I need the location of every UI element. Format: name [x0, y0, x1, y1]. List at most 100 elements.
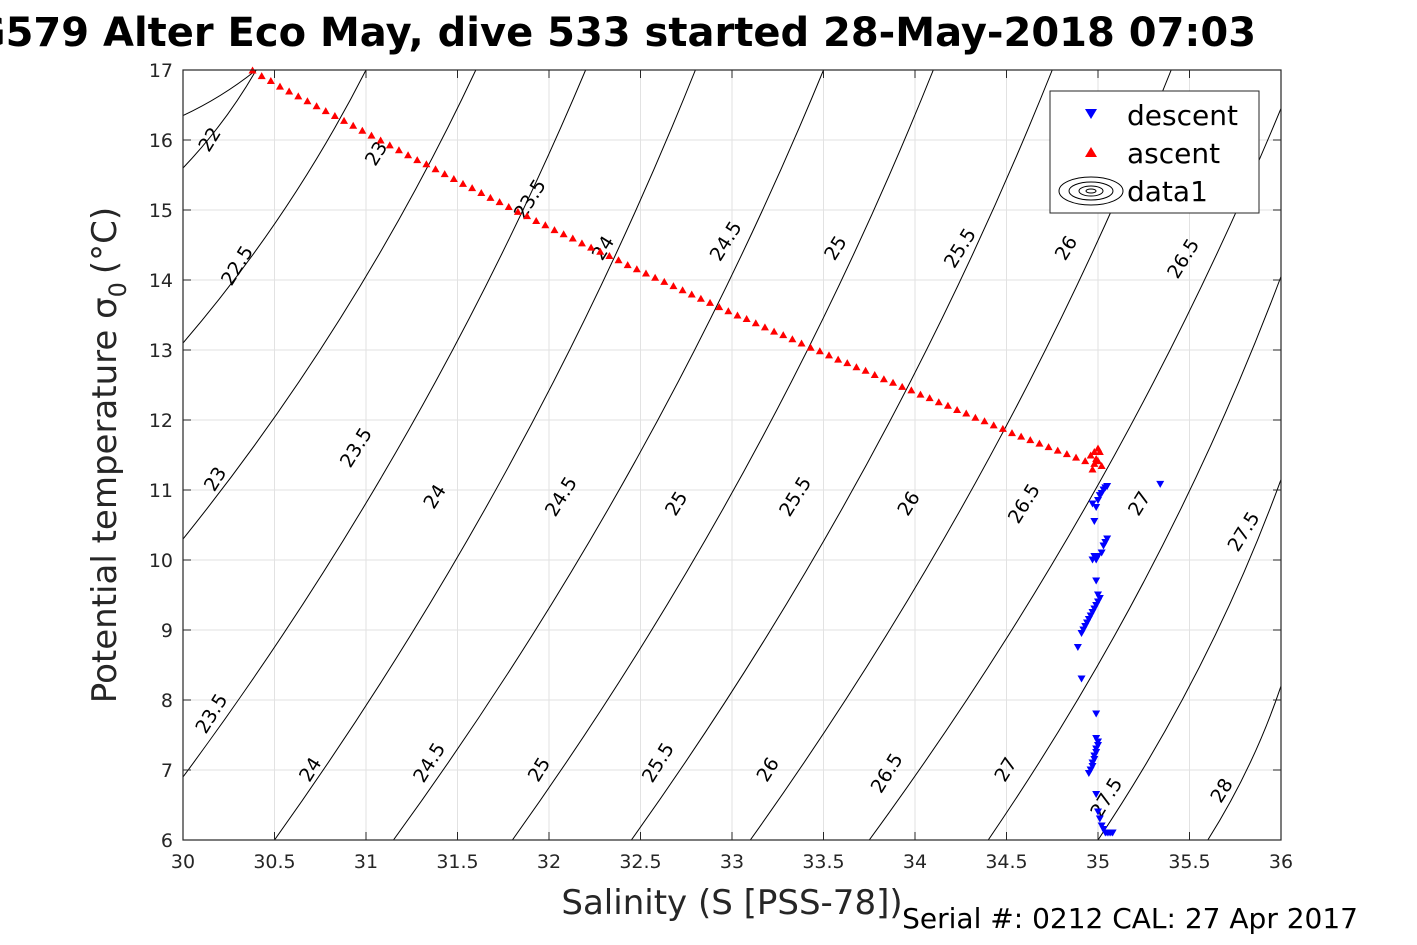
ascent-point [404, 151, 413, 159]
descent-point [1073, 644, 1082, 651]
x-tick-label: 36 [1269, 851, 1293, 873]
ascent-point [623, 261, 632, 269]
ascent-point [550, 226, 559, 234]
descent-point [1092, 791, 1101, 798]
ascent-point [285, 87, 294, 95]
ascent-point [1090, 459, 1099, 467]
ascent-point [385, 141, 394, 149]
ascent-point [358, 126, 367, 134]
ascent-point [321, 107, 330, 115]
ascent-point [422, 160, 431, 168]
isopycnal-line [183, 70, 257, 116]
y-axis-label-unit: (°C) [85, 207, 125, 274]
descent-point [1094, 497, 1102, 504]
ascent-point [843, 359, 852, 367]
x-tick-label: 33.5 [802, 851, 844, 873]
y-tick-label: 13 [149, 340, 173, 362]
descent-series [1073, 480, 1165, 837]
descent-point [1090, 553, 1099, 560]
y-axis-label-main: Potential temperature σ [85, 297, 125, 703]
ascent-point [834, 355, 843, 363]
ascent-point [715, 303, 724, 311]
ascent-point [541, 221, 550, 229]
y-tick-label: 11 [149, 480, 173, 502]
ascent-point [1053, 446, 1062, 454]
ascent-point [934, 398, 943, 406]
ascent-point [815, 347, 824, 355]
legend-ascent-label: ascent [1127, 137, 1220, 170]
ascent-point [605, 252, 614, 259]
x-tick-label: 33 [720, 851, 744, 873]
ascent-point [1072, 453, 1081, 461]
ascent-point [614, 256, 623, 264]
ascent-point [275, 82, 284, 90]
y-tick-label: 12 [149, 410, 173, 432]
ascent-point [632, 265, 641, 273]
x-tick-label: 35.5 [1168, 851, 1210, 873]
ascent-point [962, 409, 971, 417]
ascent-point [532, 217, 541, 224]
ascent-point [925, 394, 934, 402]
descent-point [1077, 675, 1086, 683]
isopycnal-line [630, 70, 1053, 840]
y-tick-label: 17 [149, 60, 173, 82]
ascent-point [1007, 429, 1016, 437]
descent-point [1108, 829, 1117, 837]
y-axis-label: Potential temperature σ0 (°C) [85, 207, 132, 703]
y-tick-label: 9 [161, 620, 173, 642]
ascent-point [294, 92, 303, 100]
ascent-point [330, 112, 339, 119]
legend: descent ascent data1 [1049, 90, 1260, 214]
ascent-point [1017, 432, 1026, 440]
ascent-point [458, 179, 467, 187]
ascent-point [449, 175, 458, 182]
isopycnal-line [183, 70, 367, 344]
serial-cal-footer: Serial #: 0212 CAL: 27 Apr 2017 [902, 902, 1358, 935]
y-tick-label: 14 [149, 270, 173, 292]
ascent-point [577, 239, 586, 247]
x-tick-label: 34.5 [985, 851, 1027, 873]
ascent-point [340, 116, 349, 124]
descent-point [1092, 504, 1101, 511]
legend-ascent-marker [1085, 147, 1097, 157]
ascent-point [587, 243, 596, 251]
x-tick-label: 31.5 [436, 851, 478, 873]
ascent-point [1044, 443, 1053, 451]
ascent-point [907, 386, 916, 394]
x-tick-label: 32.5 [619, 851, 661, 873]
ascent-point [486, 193, 495, 201]
density-contours [183, 70, 1281, 840]
descent-point [1088, 500, 1097, 508]
ascent-point [1026, 436, 1035, 444]
chart-title: SG579 Alter Eco May, dive 533 started 28… [0, 10, 1256, 56]
x-tick-label: 30 [171, 851, 195, 873]
ascent-point [943, 401, 952, 409]
ascent-point [870, 371, 879, 378]
ascent-point [596, 247, 605, 255]
legend-data1-label: data1 [1127, 175, 1208, 208]
ascent-point [733, 311, 742, 319]
ascent-point [1097, 462, 1106, 469]
y-tick-label: 6 [161, 830, 173, 852]
ascent-point [879, 375, 888, 383]
ascent-point [257, 72, 266, 80]
descent-point [1094, 808, 1102, 816]
isopycnal-line [1097, 479, 1281, 840]
ascent-point [641, 269, 650, 277]
ascent-point [504, 203, 513, 210]
ascent-point [440, 170, 449, 178]
y-tick-label: 8 [161, 690, 173, 712]
isopycnal-line [393, 70, 824, 840]
x-axis-label: Salinity (S [PSS-78]) [561, 883, 902, 923]
ascent-point [1081, 457, 1090, 465]
ascent-series [248, 66, 1106, 473]
ascent-point [742, 315, 751, 322]
ascent-point [696, 294, 705, 302]
ascent-point [687, 290, 696, 298]
ascent-point [706, 298, 715, 306]
ascent-point [651, 273, 660, 281]
x-tick-label: 31 [354, 851, 378, 873]
ascent-point [724, 307, 733, 315]
descent-point [1095, 815, 1104, 823]
